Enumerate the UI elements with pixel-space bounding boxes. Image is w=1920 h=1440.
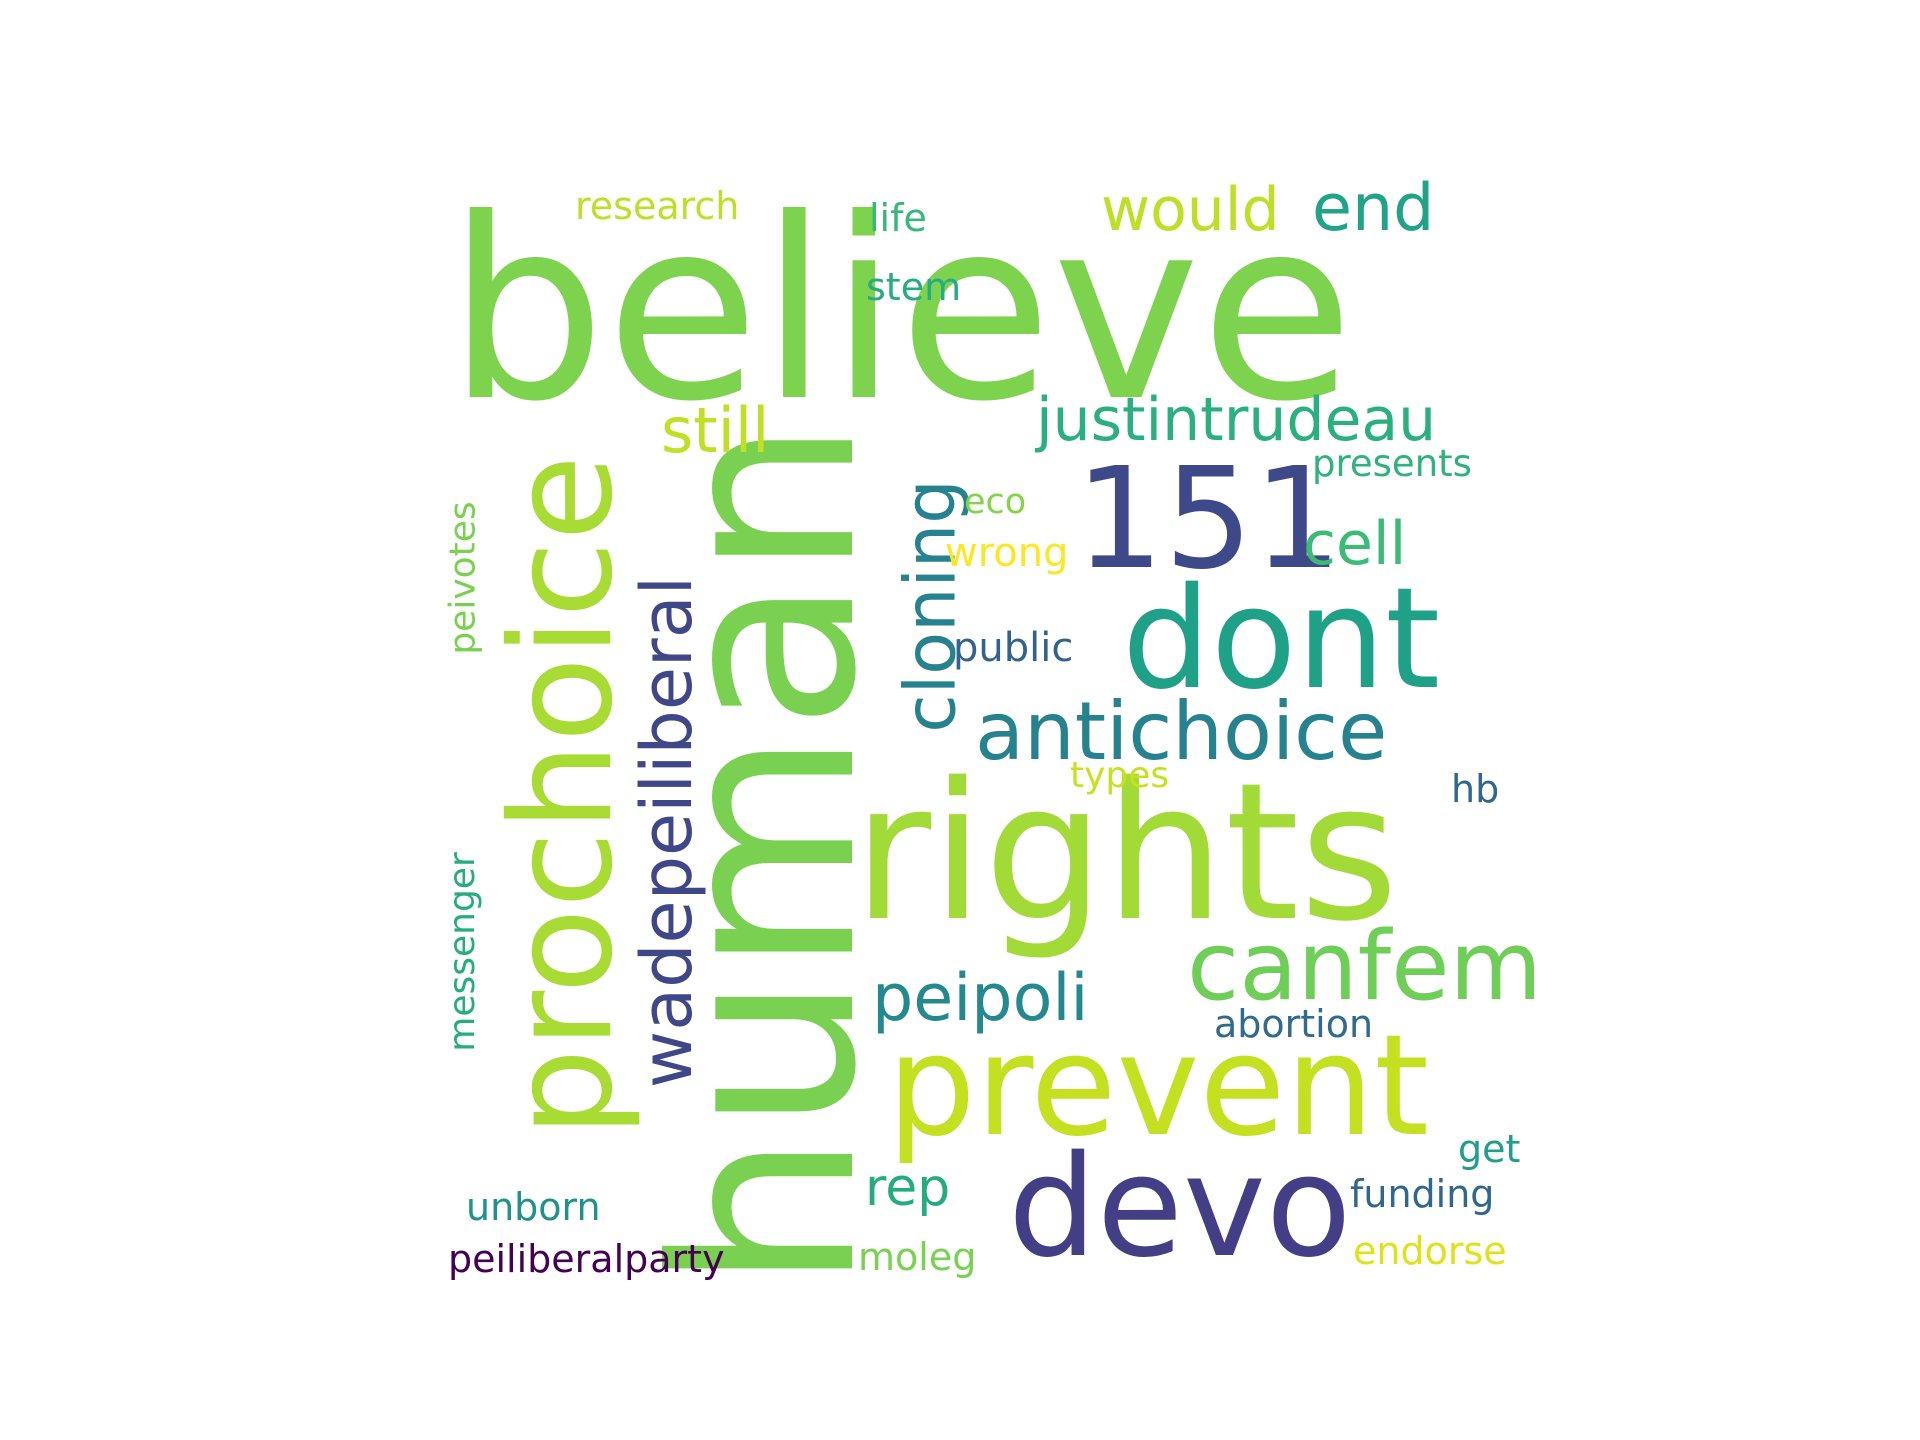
word-antichoice: antichoice	[975, 685, 1388, 778]
word-cloning: cloning	[889, 479, 972, 733]
word-believe: believe	[447, 165, 1354, 456]
word-would: would	[1101, 175, 1280, 245]
word-stem: stem	[866, 265, 962, 309]
word-funding: funding	[1350, 1172, 1495, 1216]
word-wrong: wrong	[945, 530, 1069, 576]
word-moleg: moleg	[858, 1235, 977, 1279]
word-still: still	[661, 394, 770, 467]
word-get: get	[1458, 1127, 1521, 1171]
word-end: end	[1312, 171, 1435, 246]
word-devo: devo	[1008, 1126, 1352, 1289]
word-endorse: endorse	[1353, 1229, 1507, 1273]
word-prevent: prevent	[887, 1005, 1430, 1168]
word-research: research	[575, 184, 740, 228]
word-public: public	[953, 625, 1074, 671]
word-rights: rights	[853, 742, 1399, 963]
word-presents: presents	[1312, 442, 1472, 485]
word-151: 151	[1075, 438, 1343, 601]
word-peivotes: peivotes	[442, 501, 484, 655]
word-eco: eco	[964, 482, 1027, 522]
word-dont: dont	[1122, 558, 1441, 721]
word-peiliberalparty: peiliberalparty	[448, 1237, 725, 1281]
word-life: life	[869, 196, 927, 240]
word-justintrudeau: justintrudeau	[1036, 385, 1437, 455]
word-cell: cell	[1303, 509, 1407, 579]
word-canfem: canfem	[1187, 912, 1543, 1022]
word-unborn: unborn	[466, 1185, 601, 1229]
word-types: types	[1070, 755, 1170, 796]
word-messenger: messenger	[441, 852, 483, 1052]
word-wadepeiliberal: wadepeiliberal	[626, 575, 709, 1089]
word-prochoice: prochoice	[481, 454, 645, 1138]
word-rep: rep	[865, 1158, 951, 1218]
word-peipoli: peipoli	[872, 961, 1089, 1036]
word-hb: hb	[1451, 767, 1500, 811]
word-abortion: abortion	[1214, 1002, 1374, 1046]
